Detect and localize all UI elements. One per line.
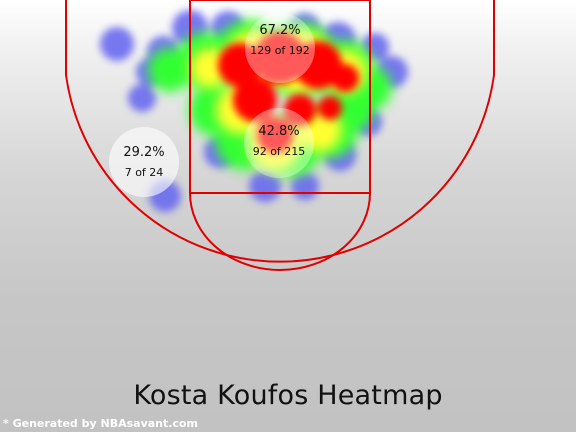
heatmap-peak-density [218,32,359,153]
zone-circles [109,13,315,197]
zone-pct: 67.2% [259,23,301,38]
zone-circle-restricted-area [245,13,315,83]
chart-title: Kosta Koufos Heatmap [133,380,443,411]
zone-pct: 42.8% [258,124,300,139]
three-point-line [65,0,495,263]
zone-count: 129 of 192 [250,44,310,57]
zone-label-restricted-area: 67.2% 129 of 192 [235,23,325,59]
zone-circle-paint [244,108,314,178]
zone-pct: 29.2% [123,145,165,160]
paint-box [189,0,371,194]
zone-label-paint: 42.8% 92 of 215 [234,124,324,160]
zone-count: 7 of 24 [124,166,164,179]
zone-count: 92 of 215 [252,145,306,158]
zone-label-left-midrange: 29.2% 7 of 24 [99,145,189,181]
court-lines [65,0,495,271]
free-throw-arc [189,192,371,271]
credit-text: * Generated by NBAsavant.com [3,417,198,430]
zone-circle-left-midrange [109,127,179,197]
